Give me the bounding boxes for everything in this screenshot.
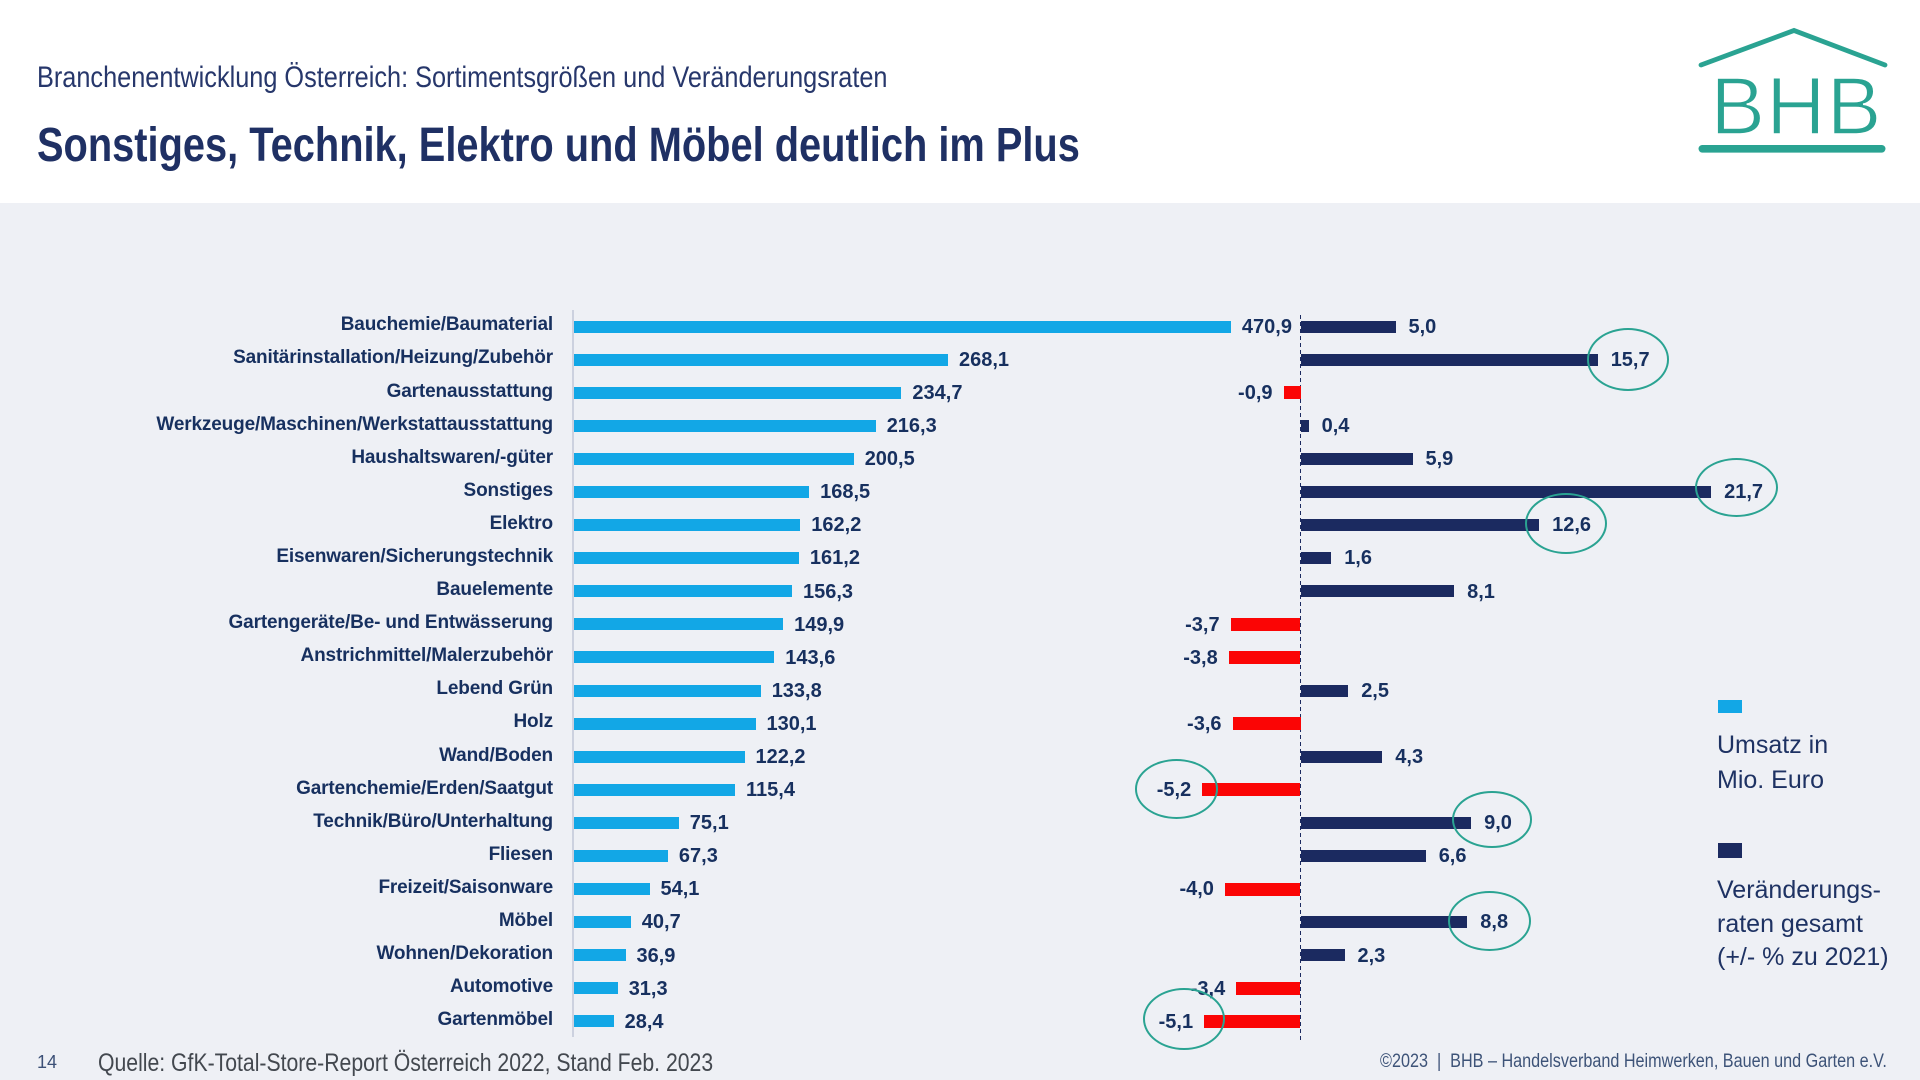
svg-text:BHB: BHB [1710, 61, 1882, 152]
